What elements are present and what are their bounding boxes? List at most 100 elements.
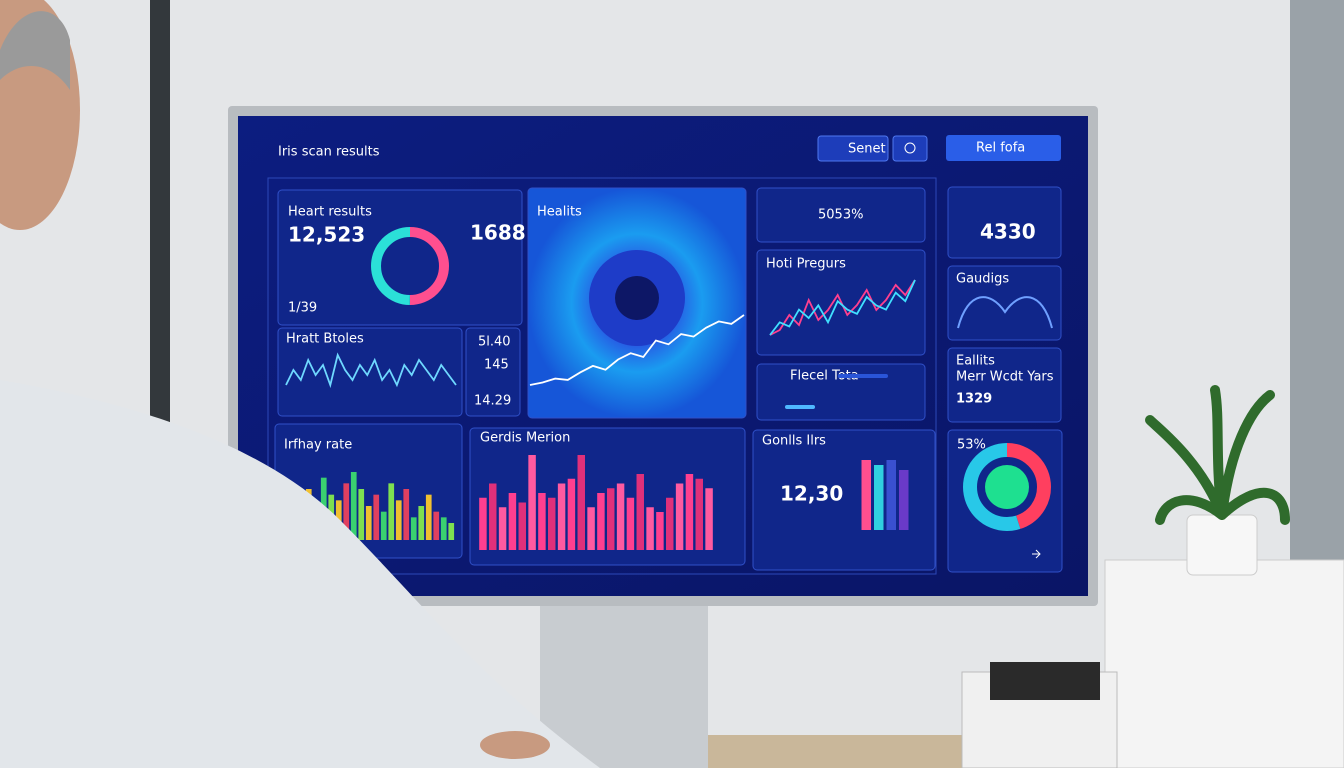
bar bbox=[666, 497, 674, 550]
button[interactable] bbox=[946, 135, 1061, 161]
dashboard-title: Iris scan results bbox=[278, 145, 380, 160]
bar bbox=[440, 517, 447, 540]
monitor-stand bbox=[540, 595, 708, 768]
plant bbox=[1145, 385, 1290, 525]
panel-title: Healits bbox=[537, 205, 582, 220]
button-label: Rel fofa bbox=[976, 141, 1025, 156]
panel bbox=[277, 189, 523, 326]
metric: 14.29 bbox=[474, 394, 511, 409]
bar bbox=[538, 493, 546, 550]
bar bbox=[705, 488, 713, 550]
bar bbox=[577, 455, 585, 550]
bar bbox=[636, 474, 644, 550]
panel-title: Hratt Btoles bbox=[286, 332, 364, 347]
bar bbox=[395, 500, 402, 540]
bar bbox=[861, 460, 871, 530]
line bbox=[285, 352, 457, 389]
person-shirt bbox=[0, 380, 600, 768]
panel bbox=[947, 186, 1062, 259]
bar bbox=[626, 497, 635, 550]
arrow-icon bbox=[1032, 549, 1041, 559]
bar bbox=[403, 489, 410, 540]
bar bbox=[489, 483, 497, 550]
bar bbox=[448, 523, 455, 540]
bar bbox=[380, 511, 387, 540]
bar bbox=[899, 470, 909, 530]
settings-button[interactable] bbox=[892, 135, 928, 162]
pupil bbox=[615, 276, 659, 320]
bar bbox=[567, 478, 576, 550]
label: Flecel Tota bbox=[790, 369, 859, 384]
progress bbox=[785, 405, 815, 409]
panel-title: Gaudigs bbox=[956, 272, 1009, 287]
bar bbox=[656, 512, 664, 550]
panel-title: 53% bbox=[957, 438, 986, 453]
bar bbox=[350, 472, 357, 540]
donut-segment bbox=[371, 227, 449, 305]
panel-title: Gerdis Merion bbox=[480, 431, 570, 446]
cabinet bbox=[1104, 559, 1344, 768]
bar bbox=[597, 493, 605, 550]
panel-title: Hoti Pregurs bbox=[766, 257, 846, 272]
progress bbox=[838, 374, 888, 378]
bar bbox=[373, 494, 380, 540]
button-label: Senet bbox=[848, 142, 886, 157]
button[interactable] bbox=[817, 135, 889, 162]
panel bbox=[465, 327, 521, 417]
donut-segment bbox=[963, 443, 1051, 531]
metric: 4330 bbox=[980, 220, 1036, 244]
metric: 12,523 bbox=[288, 223, 365, 247]
bar bbox=[528, 455, 536, 550]
panel-title: Irfhay rate bbox=[284, 438, 352, 453]
bar bbox=[365, 506, 372, 540]
content-frame bbox=[267, 177, 937, 575]
bar bbox=[498, 507, 507, 550]
panel-subtitle: Merr Wcdt Yars bbox=[956, 370, 1054, 385]
panel bbox=[756, 187, 926, 243]
plant-pot bbox=[1186, 514, 1258, 576]
bar bbox=[675, 483, 684, 550]
bar bbox=[548, 497, 556, 550]
bar bbox=[685, 474, 694, 550]
bar bbox=[425, 494, 432, 540]
line bbox=[769, 279, 916, 336]
metric: 1329 bbox=[956, 392, 992, 407]
book bbox=[990, 662, 1100, 700]
panel-title: Heart results bbox=[288, 205, 372, 220]
metric: 5053% bbox=[818, 208, 863, 223]
bar bbox=[433, 511, 440, 540]
metric: 5l.40 bbox=[478, 335, 511, 350]
bar bbox=[874, 465, 884, 530]
bar bbox=[695, 478, 703, 550]
panel-title: Eallits bbox=[956, 354, 995, 369]
bar bbox=[479, 497, 487, 550]
bar bbox=[518, 502, 526, 550]
bar bbox=[358, 489, 365, 540]
line bbox=[529, 314, 745, 386]
bar bbox=[607, 488, 615, 550]
bar bbox=[388, 483, 395, 540]
bar bbox=[616, 483, 625, 550]
bar bbox=[418, 506, 425, 540]
bar bbox=[557, 483, 566, 550]
gear-icon bbox=[904, 142, 916, 154]
bar bbox=[886, 460, 896, 530]
person-hair bbox=[0, 11, 70, 91]
bar bbox=[343, 483, 350, 540]
panel bbox=[947, 347, 1062, 423]
window bbox=[1290, 0, 1344, 580]
bar bbox=[410, 517, 417, 540]
door-frame bbox=[150, 0, 170, 430]
metric: 1688 bbox=[470, 221, 526, 245]
metric: 12,30 bbox=[780, 482, 843, 506]
panel-title: Gonlls Ilrs bbox=[762, 434, 826, 449]
icon bbox=[957, 296, 1053, 329]
bar bbox=[508, 493, 517, 550]
ring-center bbox=[985, 465, 1029, 509]
metric: 1/39 bbox=[288, 301, 317, 316]
bar bbox=[587, 507, 595, 550]
panel bbox=[277, 327, 463, 417]
bar bbox=[646, 507, 654, 550]
panel bbox=[947, 265, 1062, 341]
